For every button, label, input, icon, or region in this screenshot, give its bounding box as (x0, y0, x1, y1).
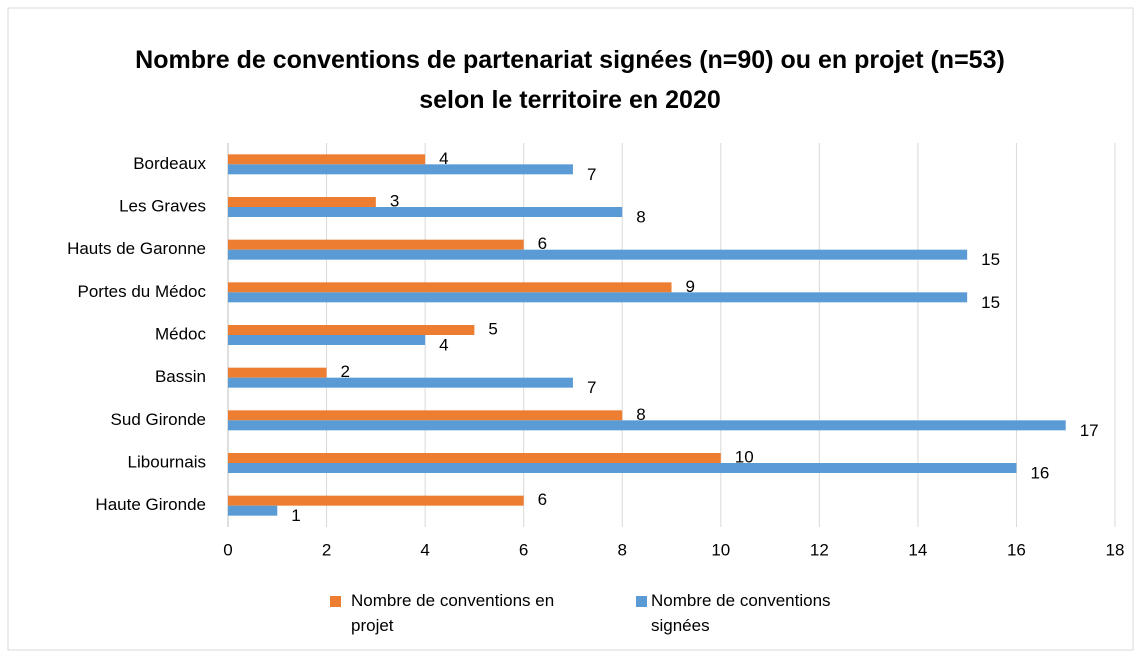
x-tick-label: 10 (711, 540, 730, 559)
value-label: 16 (1030, 463, 1049, 482)
value-label: 7 (587, 378, 596, 397)
y-tick-label: Médoc (155, 324, 207, 343)
bar (228, 197, 376, 207)
y-tick-label: Haute Gironde (95, 495, 206, 514)
chart-border (7, 7, 1134, 651)
legend-swatch (636, 596, 647, 607)
x-tick-label: 14 (908, 540, 927, 559)
bar (228, 249, 968, 260)
bar (228, 325, 475, 335)
x-tick-label: 6 (519, 540, 528, 559)
bar (228, 292, 968, 303)
x-tick-label: 4 (420, 540, 429, 559)
legend-swatch (330, 596, 341, 607)
y-tick-label: Bassin (155, 367, 206, 386)
y-tick-label: Bordeaux (133, 154, 206, 173)
x-tick-label: 0 (223, 540, 232, 559)
bar (228, 463, 1017, 473)
x-tick-label: 18 (1106, 540, 1125, 559)
bar (228, 164, 573, 175)
value-label: 9 (686, 277, 695, 296)
bar (228, 207, 623, 217)
legend-label: Nombre de conventions signées (651, 591, 831, 635)
value-label: 3 (390, 191, 399, 210)
value-label: 1 (291, 506, 300, 525)
x-tick-label: 12 (810, 540, 829, 559)
value-label: 8 (636, 405, 645, 424)
value-label: 7 (587, 165, 596, 184)
bar (228, 453, 721, 463)
x-tick-label: 2 (322, 540, 331, 559)
bar (228, 239, 524, 250)
y-tick-label: Hauts de Garonne (67, 239, 206, 258)
bar (228, 410, 623, 421)
y-tick-label: Portes du Médoc (77, 282, 206, 301)
value-label: 2 (341, 362, 350, 381)
bar (228, 282, 672, 293)
chart-title: Nombre de conventions de partenariat sig… (135, 46, 1005, 114)
value-label: 6 (538, 234, 547, 253)
x-tick-label: 8 (617, 540, 626, 559)
value-label: 8 (636, 207, 645, 226)
legend-label: Nombre de conventions en projet (351, 591, 555, 635)
bar (228, 367, 327, 378)
bar (228, 377, 573, 388)
value-label: 15 (981, 293, 1000, 312)
value-label: 6 (538, 490, 547, 509)
x-tick-label: 16 (1007, 540, 1026, 559)
value-label: 5 (488, 319, 497, 338)
y-tick-label: Les Graves (119, 196, 206, 215)
value-label: 17 (1080, 421, 1099, 440)
y-tick-label: Libournais (128, 452, 206, 471)
value-label: 4 (439, 149, 448, 168)
bar (228, 495, 524, 506)
value-label: 10 (735, 447, 754, 466)
value-label: 4 (439, 335, 448, 354)
bar (228, 420, 1066, 431)
y-tick-label: Sud Gironde (111, 410, 206, 429)
value-label: 15 (981, 250, 1000, 269)
bar (228, 505, 278, 516)
bar (228, 154, 426, 165)
bar (228, 335, 426, 345)
